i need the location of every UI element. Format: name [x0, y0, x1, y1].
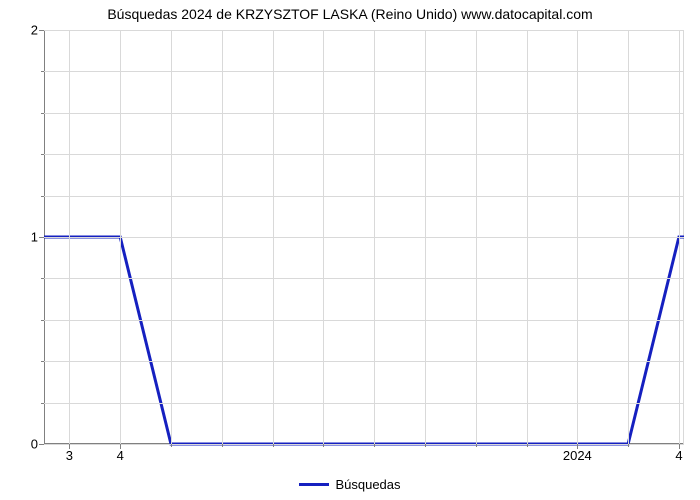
ytick-minor-mark: [41, 154, 44, 155]
legend-label: Búsquedas: [335, 477, 400, 492]
xtick-mark: [120, 444, 121, 449]
plot-area: 0123420244: [44, 30, 684, 444]
grid-h: [44, 278, 684, 279]
xtick-mark: [69, 444, 70, 449]
chart-title: Búsquedas 2024 de KRZYSZTOF LASKA (Reino…: [0, 6, 700, 22]
grid-h: [44, 30, 684, 31]
ytick-mark: [39, 444, 44, 445]
ytick-minor-mark: [41, 113, 44, 114]
xtick-minor-mark: [425, 444, 426, 447]
xtick-minor-mark: [374, 444, 375, 447]
grid-h: [44, 71, 684, 72]
ytick-mark: [39, 237, 44, 238]
xtick-minor-mark: [628, 444, 629, 447]
ytick-minor-mark: [41, 320, 44, 321]
xtick-minor-mark: [273, 444, 274, 447]
ytick-minor-mark: [41, 278, 44, 279]
grid-h: [44, 113, 684, 114]
chart-container: Búsquedas 2024 de KRZYSZTOF LASKA (Reino…: [0, 0, 700, 500]
grid-h: [44, 196, 684, 197]
xtick-mark: [577, 444, 578, 449]
xtick-minor-mark: [323, 444, 324, 447]
xtick-minor-mark: [476, 444, 477, 447]
xtick-minor-mark: [222, 444, 223, 447]
grid-h: [44, 361, 684, 362]
xtick-mark: [679, 444, 680, 449]
grid-h: [44, 154, 684, 155]
grid-h: [44, 237, 684, 238]
ytick-minor-mark: [41, 196, 44, 197]
ytick-mark: [39, 30, 44, 31]
ytick-minor-mark: [41, 71, 44, 72]
grid-h: [44, 403, 684, 404]
grid-h: [44, 320, 684, 321]
ytick-minor-mark: [41, 361, 44, 362]
legend: Búsquedas: [0, 476, 700, 492]
legend-swatch: [299, 483, 329, 486]
xtick-minor-mark: [527, 444, 528, 447]
xtick-minor-mark: [171, 444, 172, 447]
ytick-minor-mark: [41, 403, 44, 404]
